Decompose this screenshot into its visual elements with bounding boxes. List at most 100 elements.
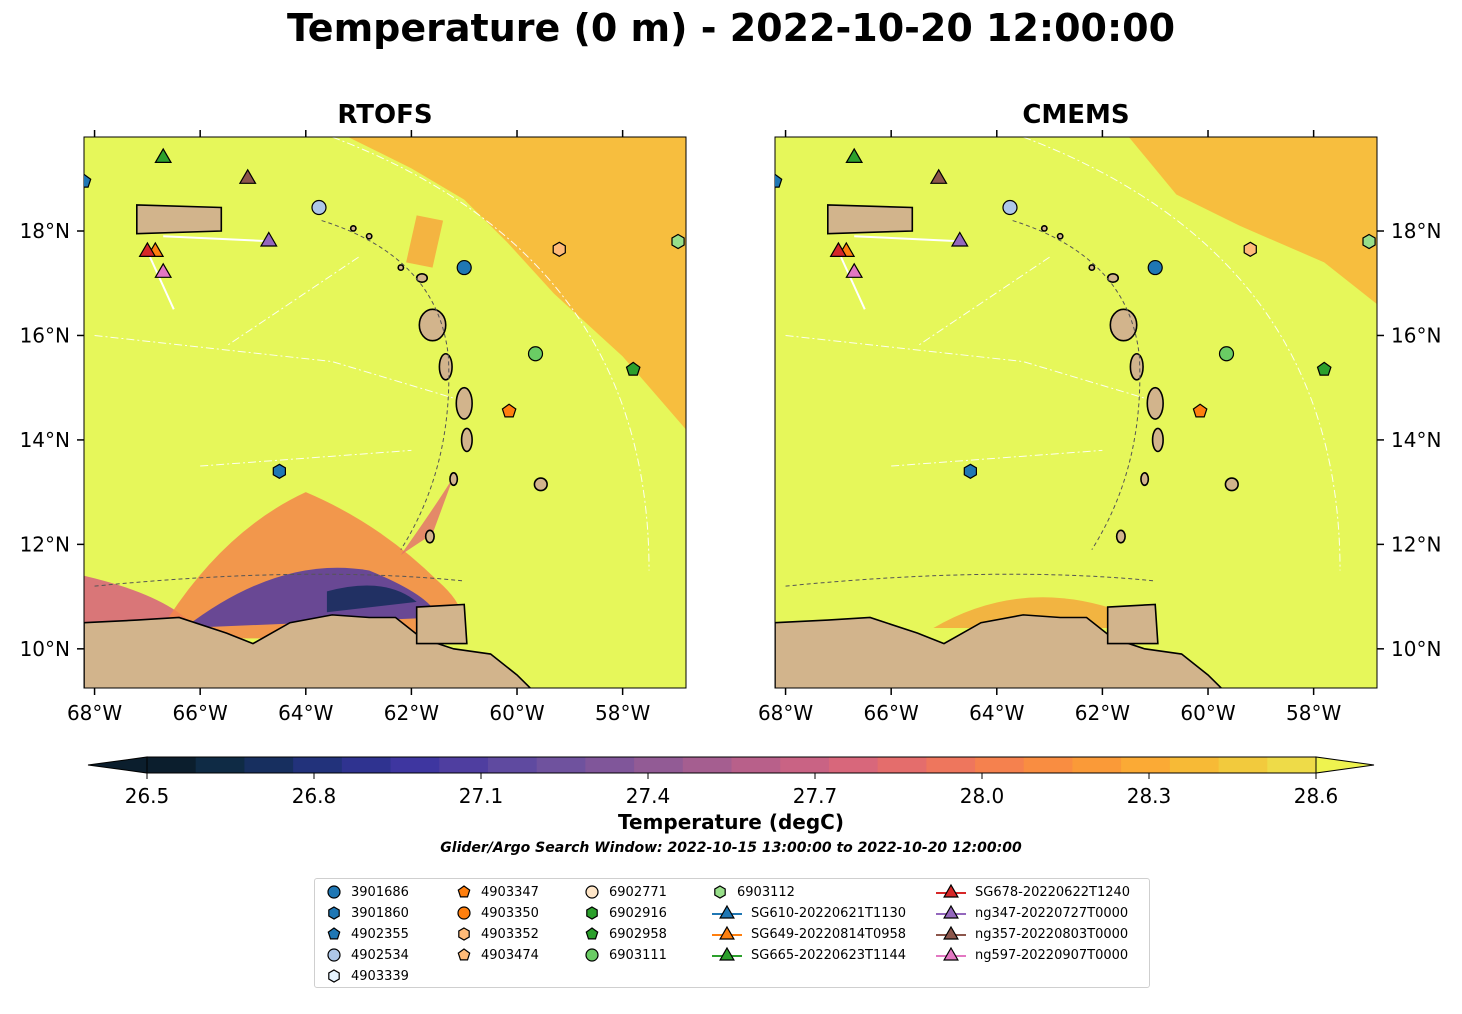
legend-symbol bbox=[327, 885, 341, 899]
legend-symbol bbox=[457, 948, 471, 961]
rtofs-trinidad-land bbox=[415, 603, 468, 645]
cmems-eez-lines bbox=[785, 256, 1145, 467]
legend-label: ng347-20220727T0000 bbox=[975, 905, 1129, 921]
rtofs-south-america-land bbox=[84, 614, 532, 688]
legend-label: 4903352 bbox=[481, 926, 539, 942]
colorbar: 26.5 26.8 27.1 27.4 27.7 28.0 28.3 28.6 bbox=[87, 756, 1375, 808]
colorbar-segment bbox=[244, 757, 294, 773]
rtofs-anomaly-core bbox=[326, 585, 417, 613]
cmems-warm-region bbox=[1128, 137, 1377, 305]
search-window-caption: Glider/Argo Search Window: 2022-10-15 13… bbox=[440, 840, 1022, 856]
colorbar-segment bbox=[390, 757, 440, 773]
legend-item-4903350: 4903350 bbox=[455, 903, 539, 923]
rtofs-island-2 bbox=[455, 386, 473, 420]
legend-item-SG665-20220623T1144: SG665-20220623T1144 bbox=[711, 945, 906, 965]
legend-symbol-triangle bbox=[719, 946, 735, 961]
legend-label: SG665-20220623T1144 bbox=[751, 947, 907, 963]
legend-symbol bbox=[586, 906, 598, 920]
rtofs-island-4 bbox=[449, 472, 459, 487]
rtofs-marker-6903111 bbox=[527, 346, 544, 362]
rtofs-frame bbox=[83, 136, 687, 689]
legend-label: 6902916 bbox=[609, 905, 667, 921]
colorbar-tick-label: 28.3 bbox=[1127, 784, 1172, 808]
legend-label: 4903350 bbox=[481, 905, 539, 921]
cmems-glider-SG678-20220622T1240 bbox=[829, 241, 848, 257]
rtofs-warm-spot bbox=[406, 215, 444, 268]
rtofs-marker-4902355 bbox=[84, 173, 92, 188]
rtofs-y-tick-label: 10°N bbox=[20, 637, 70, 661]
colorbar-segment bbox=[975, 757, 1025, 773]
colorbar-segment bbox=[487, 757, 538, 773]
legend-label: 4902534 bbox=[351, 947, 409, 963]
cmems-frame bbox=[774, 136, 1378, 689]
panel-title-rtofs: RTOFS bbox=[337, 100, 433, 130]
colorbar-segment bbox=[536, 757, 586, 773]
colorbar-tick-label: 26.8 bbox=[292, 784, 337, 808]
legend-item-4902534: 4902534 bbox=[325, 945, 409, 965]
rtofs-bathymetry-contour bbox=[321, 220, 450, 550]
colorbar-extend-low bbox=[87, 756, 148, 774]
legend-label: SG649-20220814T0958 bbox=[751, 926, 907, 942]
legend-label: 3901860 bbox=[351, 905, 409, 921]
legend-symbol-hexagon bbox=[328, 969, 340, 983]
legend-label: 6903112 bbox=[737, 884, 795, 900]
legend-symbol-triangle bbox=[943, 904, 959, 919]
colorbar-tick-label: 27.4 bbox=[626, 784, 671, 808]
cmems-y-tick-label: 16°N bbox=[1391, 323, 1441, 347]
legend-symbol bbox=[457, 906, 471, 920]
legend-symbol bbox=[327, 948, 341, 962]
rtofs-glider-ng357-20220803T0000 bbox=[238, 168, 257, 184]
rtofs-marker-4903352 bbox=[552, 241, 566, 257]
legend-symbol-hexagon bbox=[714, 885, 726, 899]
cmems-marker-4903347 bbox=[1192, 403, 1208, 418]
colorbar-segment bbox=[731, 757, 781, 773]
legend-label: 3901686 bbox=[351, 884, 409, 900]
legend-item-3901686: 3901686 bbox=[325, 882, 409, 902]
cmems-marker-6903111 bbox=[1218, 346, 1235, 362]
rtofs-glider-ng597-20220907T0000 bbox=[154, 262, 173, 278]
rtofs-marker-6902958 bbox=[625, 361, 641, 376]
rtofs-puerto-rico-land bbox=[136, 204, 223, 235]
legend-symbol-triangle bbox=[943, 946, 959, 961]
rtofs-marker-4903339 bbox=[691, 472, 703, 486]
colorbar-segment bbox=[1023, 757, 1073, 773]
legend-symbol-pentagon bbox=[457, 948, 471, 961]
cmems-island-5 bbox=[1115, 529, 1126, 544]
rtofs-y-tick-label: 12°N bbox=[20, 532, 70, 556]
cmems-x-tick-label: 66°W bbox=[864, 701, 919, 725]
cmems-glider-ng357-20220803T0000 bbox=[929, 168, 948, 184]
rtofs-island-0 bbox=[418, 308, 447, 342]
colorbar-segment bbox=[1072, 757, 1122, 773]
legend-symbol bbox=[936, 904, 966, 919]
colorbar-segment bbox=[1267, 757, 1317, 773]
colorbar-segment bbox=[147, 757, 197, 773]
legend-symbol-triangle bbox=[943, 883, 959, 898]
rtofs-island-5 bbox=[424, 529, 435, 544]
legend-item-4903352: 4903352 bbox=[455, 924, 539, 944]
legend-item-3901860: 3901860 bbox=[325, 903, 409, 923]
rtofs-island-3 bbox=[460, 427, 473, 453]
legend-label: SG678-20220622T1240 bbox=[975, 884, 1131, 900]
legend-label: ng597-20220907T0000 bbox=[975, 947, 1129, 963]
legend-item-6902771: 6902771 bbox=[583, 882, 667, 902]
colorbar-segment bbox=[634, 757, 684, 773]
legend-symbol-circle bbox=[585, 948, 599, 962]
legend: 3901686 3901860 4902355 4902534 4903339 49033… bbox=[314, 878, 1150, 988]
legend-symbol-triangle bbox=[719, 904, 735, 919]
rtofs-warm-region bbox=[348, 137, 686, 430]
cmems-trinidad-land bbox=[1106, 603, 1159, 645]
legend-symbol bbox=[712, 904, 742, 919]
colorbar-segment bbox=[1169, 757, 1220, 773]
cmems-island-1 bbox=[1129, 352, 1144, 381]
rtofs-glider-SG665-20220623T1144 bbox=[154, 147, 173, 163]
legend-item-ng347-20220727T0000: ng347-20220727T0000 bbox=[935, 903, 1128, 923]
rtofs-marker-6903112 bbox=[671, 233, 685, 250]
legend-symbol bbox=[936, 883, 966, 898]
cmems-glider-ng347-20220727T0000 bbox=[950, 231, 969, 247]
cmems-glider-track bbox=[840, 235, 966, 310]
legend-symbol-circle bbox=[327, 948, 341, 962]
cmems-x-tick-label: 62°W bbox=[1075, 701, 1130, 725]
legend-symbol bbox=[712, 946, 742, 961]
colorbar-tick-label: 26.5 bbox=[125, 784, 170, 808]
rtofs-glider-ng347-20220727T0000 bbox=[259, 231, 278, 247]
